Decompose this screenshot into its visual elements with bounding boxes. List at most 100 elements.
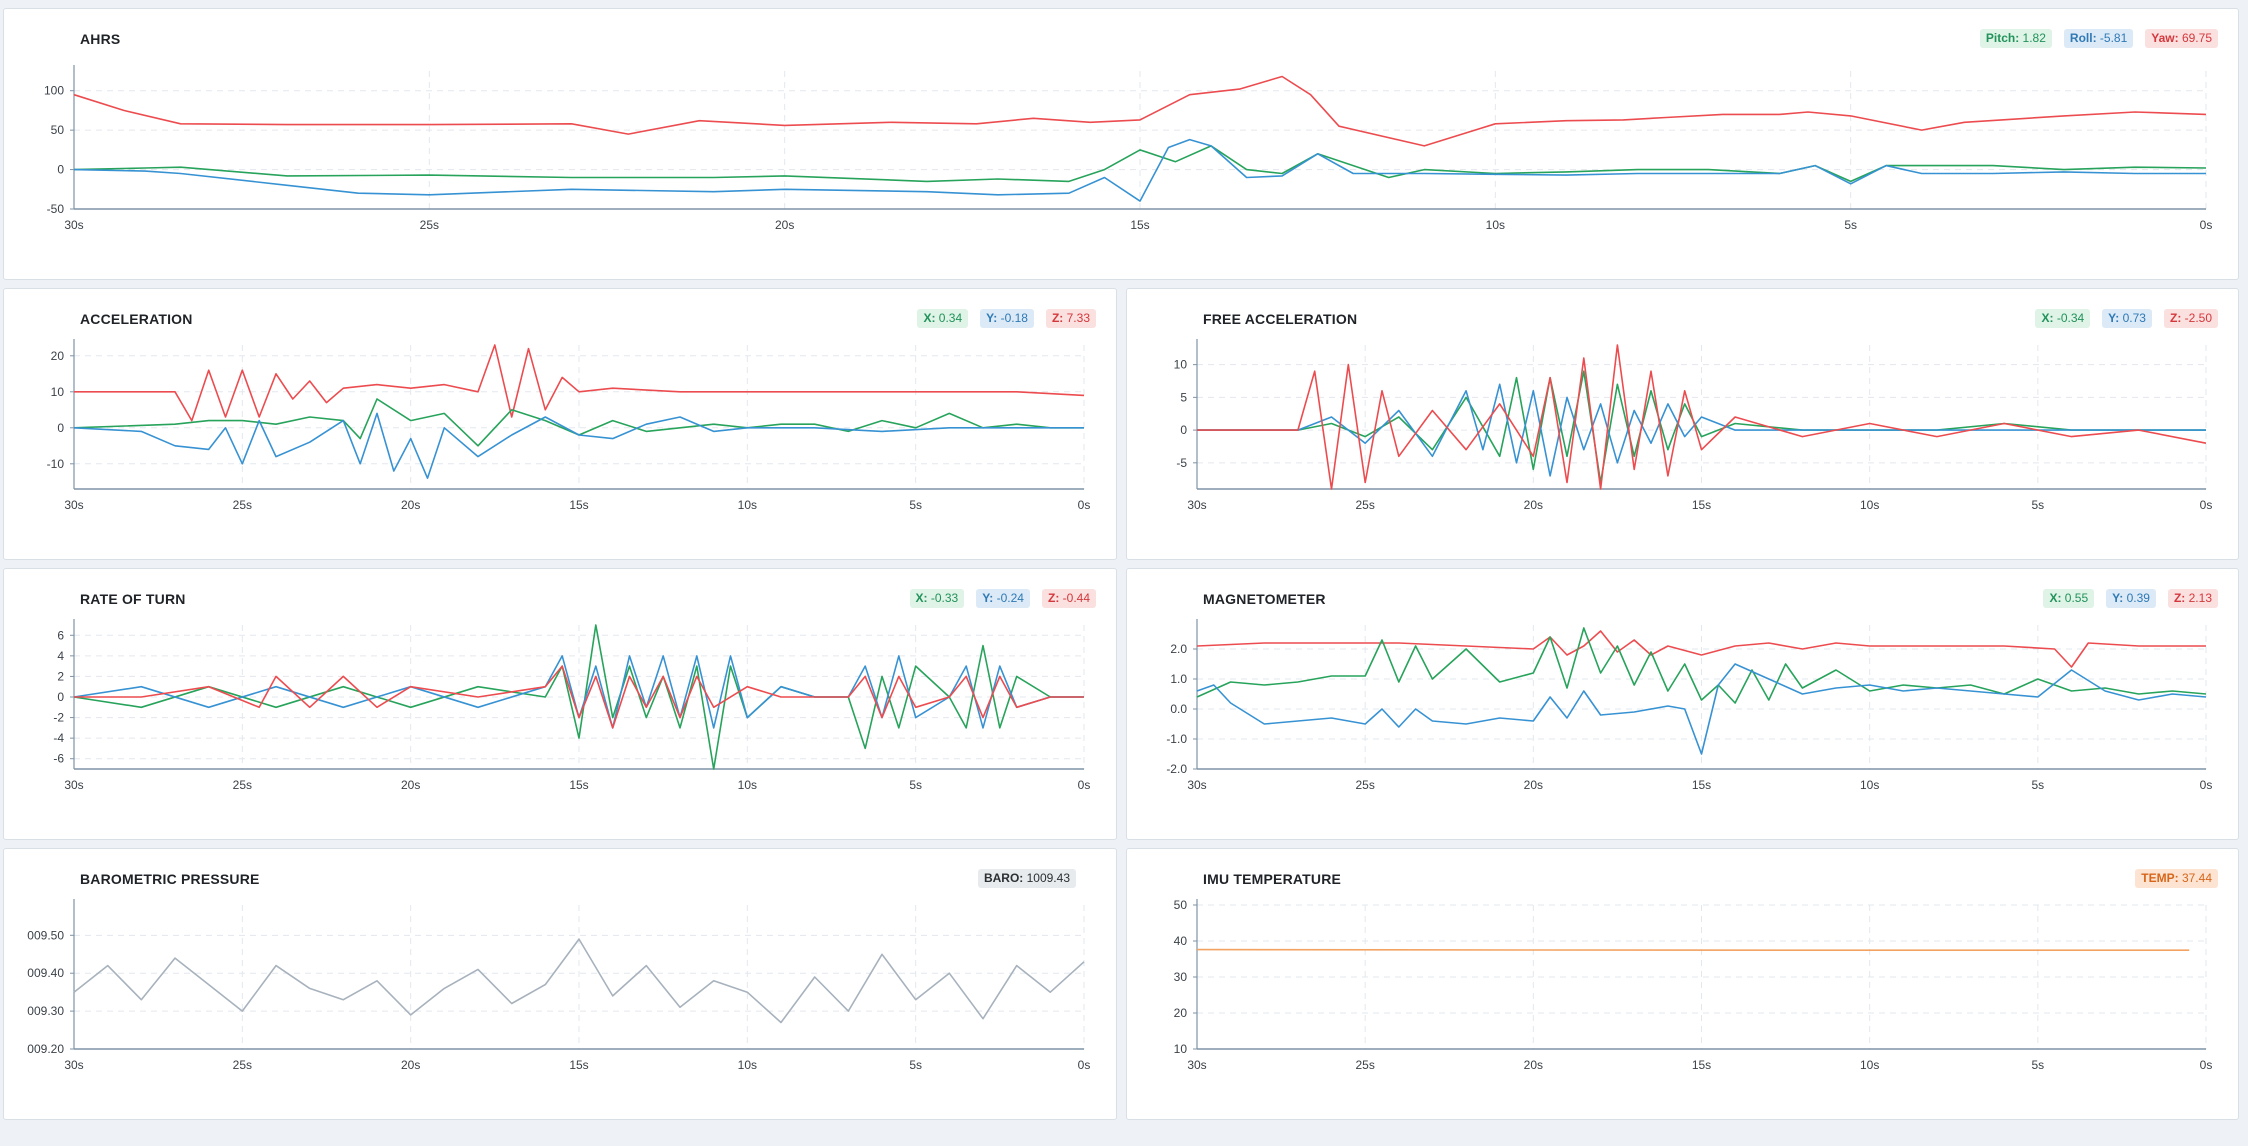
x-tick-label: 20s: [401, 498, 420, 512]
badge-label: Roll:: [2069, 31, 2097, 45]
x-tick-label: 5s: [1844, 218, 1857, 232]
series-line-orange: [1196, 948, 2190, 951]
y-tick-label: -1.0: [1166, 732, 1187, 746]
x-tick-label: 10s: [738, 778, 757, 792]
y-tick-label: 4: [57, 649, 64, 663]
x-tick-label: 25s: [233, 1058, 252, 1072]
badge-label: X:: [923, 311, 936, 325]
x-tick-label: 0s: [1078, 1058, 1091, 1072]
badge-value: -0.24: [993, 591, 1024, 605]
y-tick-label: -2.0: [1166, 762, 1187, 776]
badge-label: Z:: [1051, 311, 1064, 325]
x-tick-label: 5s: [2031, 778, 2044, 792]
x-tick-label: 25s: [1355, 778, 1374, 792]
badge-group: BARO: 1009.43: [977, 869, 1076, 888]
panel-title: AHRS: [80, 31, 121, 47]
y-tick-label: 0: [57, 690, 64, 704]
x-tick-label: 10s: [1486, 218, 1505, 232]
x-tick-label: 20s: [1524, 1058, 1543, 1072]
badge-label: Z:: [2169, 311, 2182, 325]
panel-free-acceleration: FREE ACCELERATION X: -0.34 Y: 0.73 Z: -2.5…: [1126, 288, 2239, 560]
y-tick-label: -10: [47, 457, 65, 471]
panel-title: RATE OF TURN: [80, 591, 186, 607]
x-tick-label: 0s: [2200, 1058, 2213, 1072]
badge-value: -5.81: [2096, 31, 2128, 45]
value-badge: Y: 0.73: [2102, 309, 2152, 328]
x-tick-label: 5s: [2031, 498, 2044, 512]
badge-value: -0.18: [997, 311, 1028, 325]
badge-value: 69.75: [2178, 31, 2212, 45]
x-tick-label: 15s: [569, 778, 588, 792]
y-tick-label: 10: [1174, 358, 1188, 372]
value-badge: BARO: 1009.43: [977, 869, 1076, 888]
badge-label: BARO:: [983, 871, 1024, 885]
y-tick-label: 30: [1174, 970, 1188, 984]
badge-label: TEMP:: [2141, 871, 2179, 885]
y-tick-label: -5: [1176, 456, 1187, 470]
x-tick-label: 0s: [1078, 778, 1091, 792]
x-tick-label: 10s: [1860, 498, 1879, 512]
panel-title: BAROMETRIC PRESSURE: [80, 871, 260, 887]
x-tick-label: 0s: [2200, 498, 2213, 512]
value-badge: X: -0.34: [2035, 309, 2091, 328]
y-tick-label: 2: [57, 669, 64, 683]
y-tick-label: 009.20: [27, 1042, 64, 1056]
panel-rate-of-turn: RATE OF TURN X: -0.33 Y: -0.24 Z: -0.44 30…: [3, 568, 1117, 840]
y-tick-label: 0: [57, 421, 64, 435]
badge-label: Y:: [2112, 591, 2124, 605]
badge-label: X:: [2049, 591, 2062, 605]
x-tick-label: 20s: [1524, 498, 1543, 512]
series-line-green: [73, 398, 1084, 447]
badge-value: 7.33: [1063, 311, 1090, 325]
y-tick-label: 1.0: [1170, 672, 1187, 686]
y-tick-label: 10: [51, 385, 65, 399]
series-line-green: [1196, 627, 2207, 704]
x-tick-label: 5s: [909, 498, 922, 512]
badge-value: 0.55: [2061, 591, 2089, 605]
x-tick-label: 5s: [909, 778, 922, 792]
badge-group: X: 0.34 Y: -0.18 Z: 7.33: [917, 309, 1096, 328]
badge-value: 0.34: [935, 311, 963, 325]
y-tick-label: -6: [53, 752, 64, 766]
y-tick-label: -2: [53, 711, 64, 725]
panel-title: ACCELERATION: [80, 311, 193, 327]
y-tick-label: 0: [57, 163, 64, 177]
rate-of-turn-chart: 30s 25s 20s 15s 10s 5s 0s 6 4 2 0 -2 -4 -6: [53, 619, 1091, 792]
badge-label: X:: [2041, 311, 2054, 325]
value-badge: Y: -0.24: [976, 589, 1030, 608]
ahrs-chart: 30s 25s 20s 15s 10s 5s 0s 100 50 0 -50: [44, 65, 2212, 232]
x-tick-label: 15s: [1692, 778, 1711, 792]
series-line-green: [73, 145, 2207, 183]
panel-ahrs: AHRS Pitch: 1.82 Roll: -5.81 Yaw: 69.75 30…: [3, 8, 2239, 280]
y-tick-label: -50: [47, 202, 65, 216]
x-tick-label: 20s: [775, 218, 794, 232]
value-badge: Y: -0.18: [980, 309, 1034, 328]
badge-value: 0.73: [2119, 311, 2146, 325]
barometric-pressure-chart: 30s 25s 20s 15s 10s 5s 0s 009.50 009.40 009.30 009…: [27, 899, 1091, 1072]
series-line-gray: [73, 938, 1085, 1024]
y-tick-label: 2.0: [1170, 642, 1187, 656]
x-tick-label: 30s: [64, 498, 83, 512]
x-tick-label: 10s: [1860, 778, 1879, 792]
y-tick-label: 100: [44, 84, 64, 98]
badge-group: X: 0.55 Y: 0.39 Z: 2.13: [2043, 589, 2218, 608]
panel-magnetometer: MAGNETOMETER X: 0.55 Y: 0.39 Z: 2.13 30s 25…: [1126, 568, 2239, 840]
panel-title: FREE ACCELERATION: [1203, 311, 1358, 327]
value-badge: Z: -2.50: [2163, 309, 2218, 328]
value-badge: Yaw: 69.75: [2145, 29, 2218, 48]
acceleration-chart: 30s 25s 20s 15s 10s 5s 0s 20 10 0 -10: [47, 339, 1090, 512]
y-tick-label: 50: [1174, 898, 1188, 912]
badge-label: Z:: [2173, 591, 2186, 605]
series-line-blue: [1197, 383, 2206, 477]
badge-value: 2.13: [2185, 591, 2212, 605]
badge-value: -0.44: [1059, 591, 1090, 605]
x-tick-label: 15s: [1692, 498, 1711, 512]
x-tick-label: 0s: [2200, 778, 2213, 792]
y-tick-label: 40: [1174, 934, 1188, 948]
y-tick-label: 6: [57, 628, 64, 642]
value-badge: X: -0.33: [909, 589, 965, 608]
series-line-blue: [73, 412, 1084, 479]
series-line-red: [1197, 344, 2207, 490]
x-tick-label: 5s: [909, 1058, 922, 1072]
series-line-red: [1196, 630, 2206, 668]
